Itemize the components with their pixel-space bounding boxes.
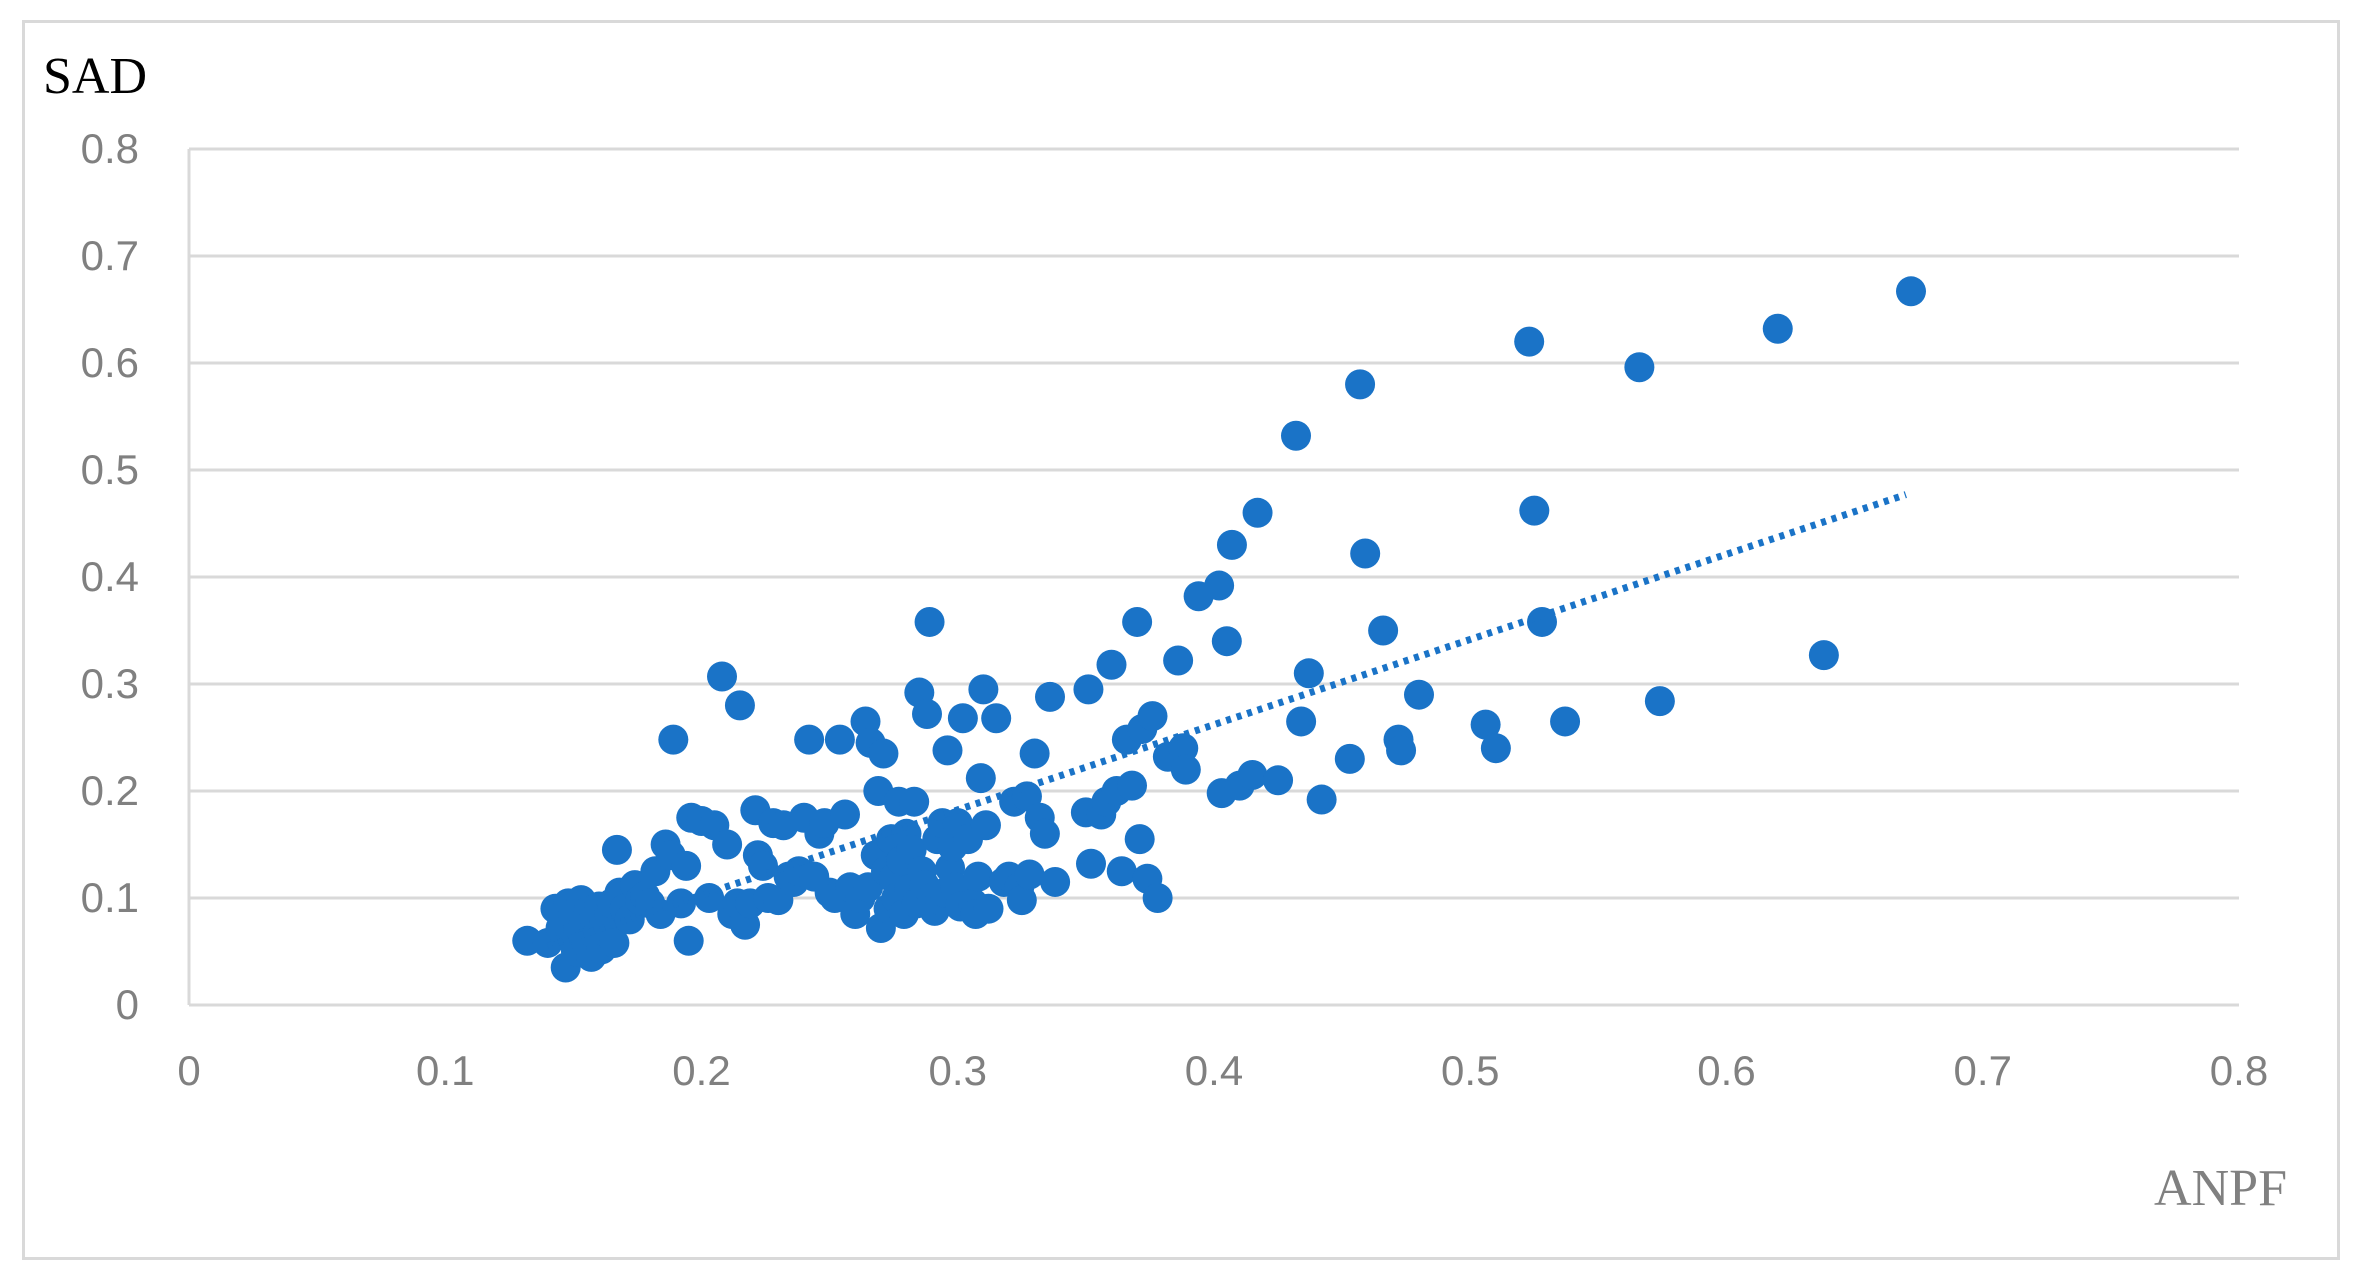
data-point [1334,743,1365,774]
data-point [673,925,704,956]
data-point [1624,352,1655,383]
data-point [1404,679,1434,710]
data-point [671,850,702,881]
data-point [1644,686,1675,717]
data-point [1237,759,1268,790]
data-point [1281,420,1311,451]
data-point [968,674,999,705]
data-point [1808,640,1839,671]
data-point [1386,735,1417,766]
y-tick-label: 0.6 [81,339,139,386]
data-point [1204,570,1235,601]
data-point [1006,885,1037,916]
data-point [1527,606,1557,637]
data-point [1073,674,1104,705]
data-point [973,893,1004,924]
data-point [707,661,737,692]
data-point [1368,615,1399,646]
data-point [658,724,689,755]
data-point [1293,658,1324,689]
data-point [970,810,1001,841]
x-tick-label: 0.7 [1954,1047,2012,1094]
data-point [1076,848,1106,879]
x-tick-label: 0.3 [929,1047,987,1094]
data-point [1106,856,1137,887]
data-point [1519,495,1550,526]
data-point [1216,529,1247,560]
x-tick-label: 0.2 [672,1047,730,1094]
data-point [1122,606,1153,637]
data-point [1762,313,1793,344]
data-point [1137,701,1168,732]
data-point [912,698,942,729]
y-tick-label: 0.2 [81,767,139,814]
data-point [1096,649,1127,680]
y-tick-label: 0.5 [81,446,139,493]
y-tick-label: 0.1 [81,874,139,921]
data-point [1480,733,1511,764]
x-tick-label: 0.6 [1697,1047,1755,1094]
data-point [868,738,899,769]
y-tick-label: 0.3 [81,660,139,707]
data-point [947,703,978,734]
data-point [1117,770,1147,801]
data-point [1029,818,1060,849]
data-point [965,763,996,794]
data-point [932,735,963,766]
axes [187,149,2239,1007]
data-point [1019,738,1050,769]
y-tick-label: 0.4 [81,553,139,600]
data-point [1514,326,1545,357]
data-point [712,829,743,860]
data-point [794,724,825,755]
data-point [1263,765,1294,796]
data-point [1142,883,1173,913]
y-tick-label: 0.7 [81,232,139,279]
data-point [1163,645,1194,676]
x-axis-label: ANPF [2154,1160,2287,1217]
data-point [1896,276,1926,307]
data-point [1211,626,1242,657]
data-point [1170,754,1201,785]
data-point [899,786,930,817]
data-points [512,276,1926,983]
data-point [1350,538,1381,569]
scatter-chart: 00.10.20.30.40.50.60.70.8 0 0.1 0.2 0.3 0.4 0… [43,48,2287,1217]
y-axis-label: SAD [43,48,147,105]
data-point [599,927,630,958]
data-point [1550,706,1581,737]
data-point [1345,369,1376,400]
x-tick-label: 0.5 [1441,1047,1499,1094]
data-point [601,834,632,865]
data-point [1242,497,1273,528]
x-tick-label: 0.4 [1185,1047,1243,1094]
data-point [1470,709,1501,740]
trendline-group [546,491,1907,950]
y-tick-label: 0 [116,981,139,1028]
data-point [748,850,778,881]
data-point [981,703,1012,734]
data-point [724,690,755,721]
y-tick-label: 0.8 [81,125,139,172]
x-tick-label: 0 [177,1047,200,1094]
trendline [546,491,1907,950]
data-point [1306,784,1337,815]
data-point [1124,824,1155,855]
x-tick-labels: 0 0.1 0.2 0.3 0.4 0.5 0.6 0.7 0.8 [177,1047,2268,1094]
x-tick-label: 0.1 [416,1047,474,1094]
y-tick-labels: 0 0.1 0.2 0.3 0.4 0.5 0.6 0.7 0.8 [81,125,139,1028]
data-point [1286,706,1317,737]
data-point [963,861,994,892]
data-point [830,799,860,830]
data-point [1014,859,1045,890]
x-tick-label: 0.8 [2210,1047,2268,1094]
data-point [1040,866,1071,897]
data-point [914,606,945,637]
gridlines [189,147,2239,900]
data-point [666,888,696,919]
data-point [1035,681,1065,712]
data-point [824,724,855,755]
chart-frame: 0 0.1 0.2 0.3 0.4 0.5 0.6 0.7 0.8 0 0.1 0.2 0.3 0.4 0… [22,20,2340,1260]
